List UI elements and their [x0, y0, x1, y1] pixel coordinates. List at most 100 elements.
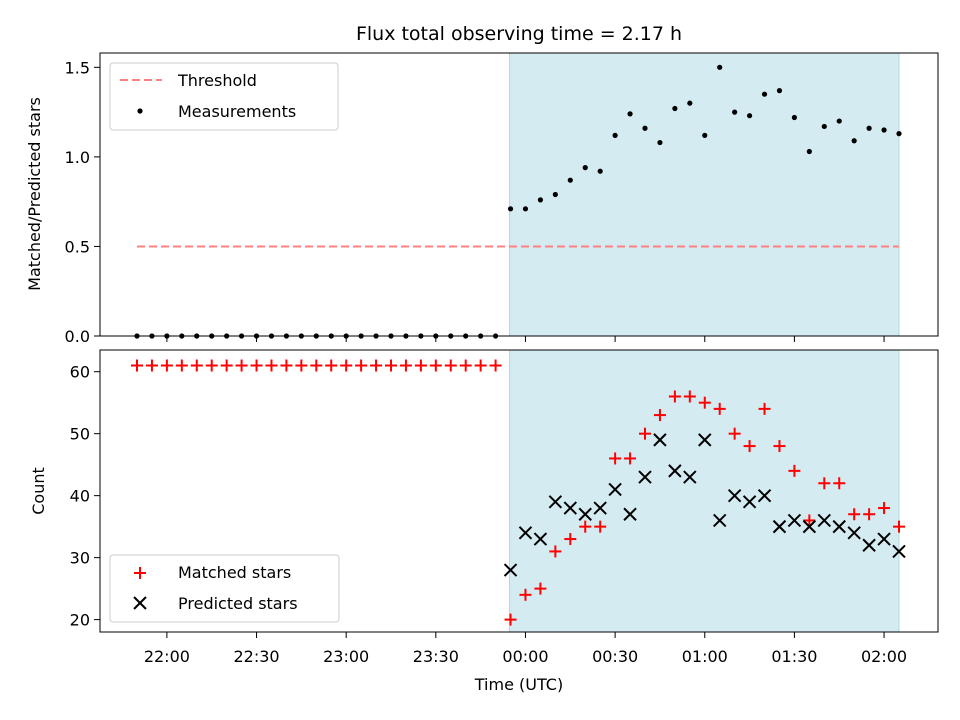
legend-measurements-label: Measurements — [178, 102, 296, 121]
top-x-ticks — [166, 336, 885, 342]
predicted-star-point — [698, 433, 712, 447]
measurement-point — [537, 197, 544, 203]
predicted-star-point — [638, 470, 652, 484]
top-legend: Threshold Measurements — [109, 62, 339, 131]
matched-star-point — [743, 440, 756, 453]
top-y-tick-label: 1.0 — [65, 148, 90, 167]
matched-star-point — [250, 359, 263, 372]
top-panel: 0.0 0.5 1.0 1.5 Matched/Predicted stars Thr… — [25, 52, 939, 346]
matched-star-point — [459, 359, 472, 372]
matched-star-point — [773, 440, 786, 453]
matched-star-point — [594, 520, 607, 533]
measurement-point — [672, 105, 678, 112]
matched-star-point — [504, 613, 517, 626]
predicted-star-point — [787, 513, 802, 528]
predicted-star-point — [653, 433, 667, 447]
measurement-point — [702, 132, 708, 138]
matched-star-point — [145, 359, 158, 372]
predicted-star-point — [593, 501, 607, 515]
top-y-ticks: 0.0 0.5 1.0 1.5 — [65, 58, 100, 346]
predicted-star-point — [712, 513, 727, 528]
top-y-tick-label: 1.5 — [65, 58, 90, 77]
x-tick-label: 02:00 — [861, 647, 907, 666]
matched-star-point — [848, 508, 861, 521]
measurement-point — [507, 206, 514, 212]
top-y-axis-label: Matched/Predicted stars — [25, 97, 44, 291]
predicted-star-point — [533, 532, 548, 546]
measurement-point — [851, 138, 857, 144]
predicted-star-point — [772, 519, 787, 534]
bottom-y-axis-label: Count — [29, 467, 48, 515]
matched-star-point — [355, 359, 368, 372]
matched-star-point — [833, 477, 846, 490]
matched-star-point — [399, 359, 412, 372]
measurement-point — [866, 125, 872, 131]
measurement-point — [776, 88, 783, 94]
measurement-point — [746, 113, 753, 119]
matched-star-point — [190, 359, 203, 372]
legend-predicted-swatch — [133, 596, 147, 610]
chart-title: Flux total observing time = 2.17 h — [356, 23, 682, 45]
x-tick-label: 01:30 — [771, 647, 817, 666]
matched-star-point — [653, 409, 666, 422]
matched-star-point — [235, 359, 248, 372]
predicted-star-point — [877, 532, 891, 546]
bottom-y-tick-label: 20 — [70, 611, 90, 630]
predicted-star-point — [563, 501, 578, 515]
predicted-star-point — [578, 507, 592, 521]
matched-star-point — [385, 359, 397, 372]
matched-star-point — [131, 359, 143, 372]
predicted-star-point — [503, 563, 518, 577]
legend-predicted-label: Predicted stars — [178, 594, 298, 613]
predicted-star-point — [683, 470, 697, 484]
legend-matched-label: Matched stars — [178, 563, 291, 582]
measurement-point — [761, 91, 768, 97]
matched-star-point — [668, 390, 681, 403]
matched-star-point — [758, 402, 771, 415]
matched-star-point — [579, 520, 592, 533]
matched-star-point — [713, 402, 726, 415]
matched-star-point — [205, 359, 218, 372]
x-axis-label: Time (UTC) — [474, 675, 563, 694]
matched-star-point — [878, 502, 891, 515]
matched-star-point — [788, 464, 801, 477]
predicted-star-point — [847, 526, 861, 540]
measurement-point — [732, 109, 738, 115]
legend-matched-swatch — [134, 567, 146, 579]
predicted-star-point — [742, 495, 757, 509]
measurement-point — [522, 206, 529, 212]
matched-star-point — [370, 359, 383, 372]
matched-star-point — [728, 427, 741, 440]
matched-star-point — [340, 359, 353, 372]
matched-star-point — [160, 359, 173, 372]
predicted-star-point — [892, 544, 906, 559]
bottom-y-tick-label: 40 — [70, 487, 90, 506]
matched-star-point — [429, 359, 442, 372]
bottom-highlight-span — [509, 349, 900, 633]
x-tick-label: 00:00 — [502, 647, 548, 666]
matched-star-point — [624, 452, 637, 465]
x-tick-label: 00:30 — [592, 647, 638, 666]
matched-star-point — [863, 508, 876, 521]
matched-star-point — [295, 359, 308, 372]
bottom-panel: 20 30 40 50 60 22:00 22:30 23:00 23:30 00:00 00:3… — [29, 349, 939, 694]
x-tick-label: 01:00 — [682, 647, 728, 666]
matched-star-point — [534, 582, 547, 595]
measurement-point — [836, 118, 842, 124]
measurement-point — [567, 177, 573, 183]
measurement-point — [791, 114, 798, 121]
matched-star-point — [818, 477, 831, 490]
measurement-point — [881, 127, 887, 133]
legend-threshold-label: Threshold — [177, 71, 257, 90]
measurement-point — [657, 139, 663, 146]
measurement-point — [642, 125, 648, 131]
predicted-star-point — [518, 526, 533, 540]
x-tick-label: 22:30 — [233, 647, 279, 666]
measurement-point — [597, 168, 603, 174]
matched-star-point — [280, 359, 293, 372]
predicted-star-point — [727, 488, 742, 503]
measurement-point — [582, 165, 588, 171]
matched-star-point — [325, 359, 338, 372]
measurement-point — [896, 131, 902, 137]
predicted-star-point — [817, 513, 832, 528]
